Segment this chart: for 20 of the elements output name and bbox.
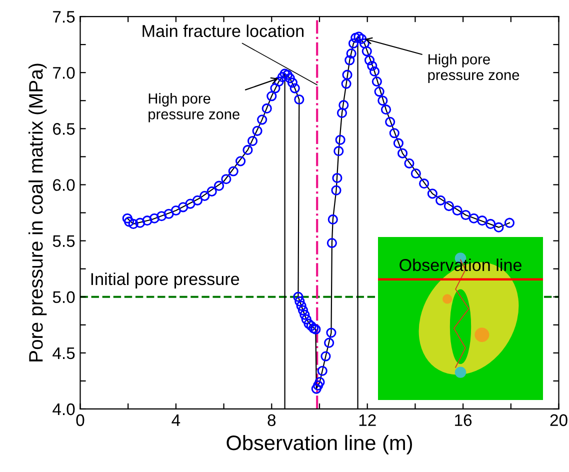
x-tick-label: 20 bbox=[550, 414, 568, 426]
x-tick-label: 4 bbox=[172, 414, 180, 426]
y-tick-label: 4.0 bbox=[52, 403, 75, 416]
x-axis-title: Observation line (m) bbox=[226, 434, 412, 454]
y-tick-label: 5.5 bbox=[52, 235, 75, 247]
x-tick-label: 12 bbox=[359, 414, 376, 426]
y-axis-title: Pore pressure in coal matrix (MPa) bbox=[28, 64, 47, 362]
ref-line-label: Initial pore pressure bbox=[91, 272, 240, 289]
x-tick-label: 8 bbox=[268, 414, 276, 426]
y-tick-label: 4.5 bbox=[52, 347, 75, 360]
annotation: High pore pressure zone bbox=[148, 92, 240, 122]
annotation: High pore pressure zone bbox=[428, 54, 520, 84]
x-tick-label: 16 bbox=[455, 414, 472, 426]
x-tick-label: 0 bbox=[76, 414, 84, 426]
y-tick-label: 7.5 bbox=[53, 11, 75, 23]
y-tick-label: 5.0 bbox=[52, 291, 75, 304]
y-tick-label: 6.0 bbox=[53, 179, 75, 191]
ref-line-label: Main fracture location bbox=[142, 24, 304, 38]
y-tick-label: 7.0 bbox=[53, 66, 75, 79]
y-tick-label: 6.5 bbox=[53, 123, 75, 135]
